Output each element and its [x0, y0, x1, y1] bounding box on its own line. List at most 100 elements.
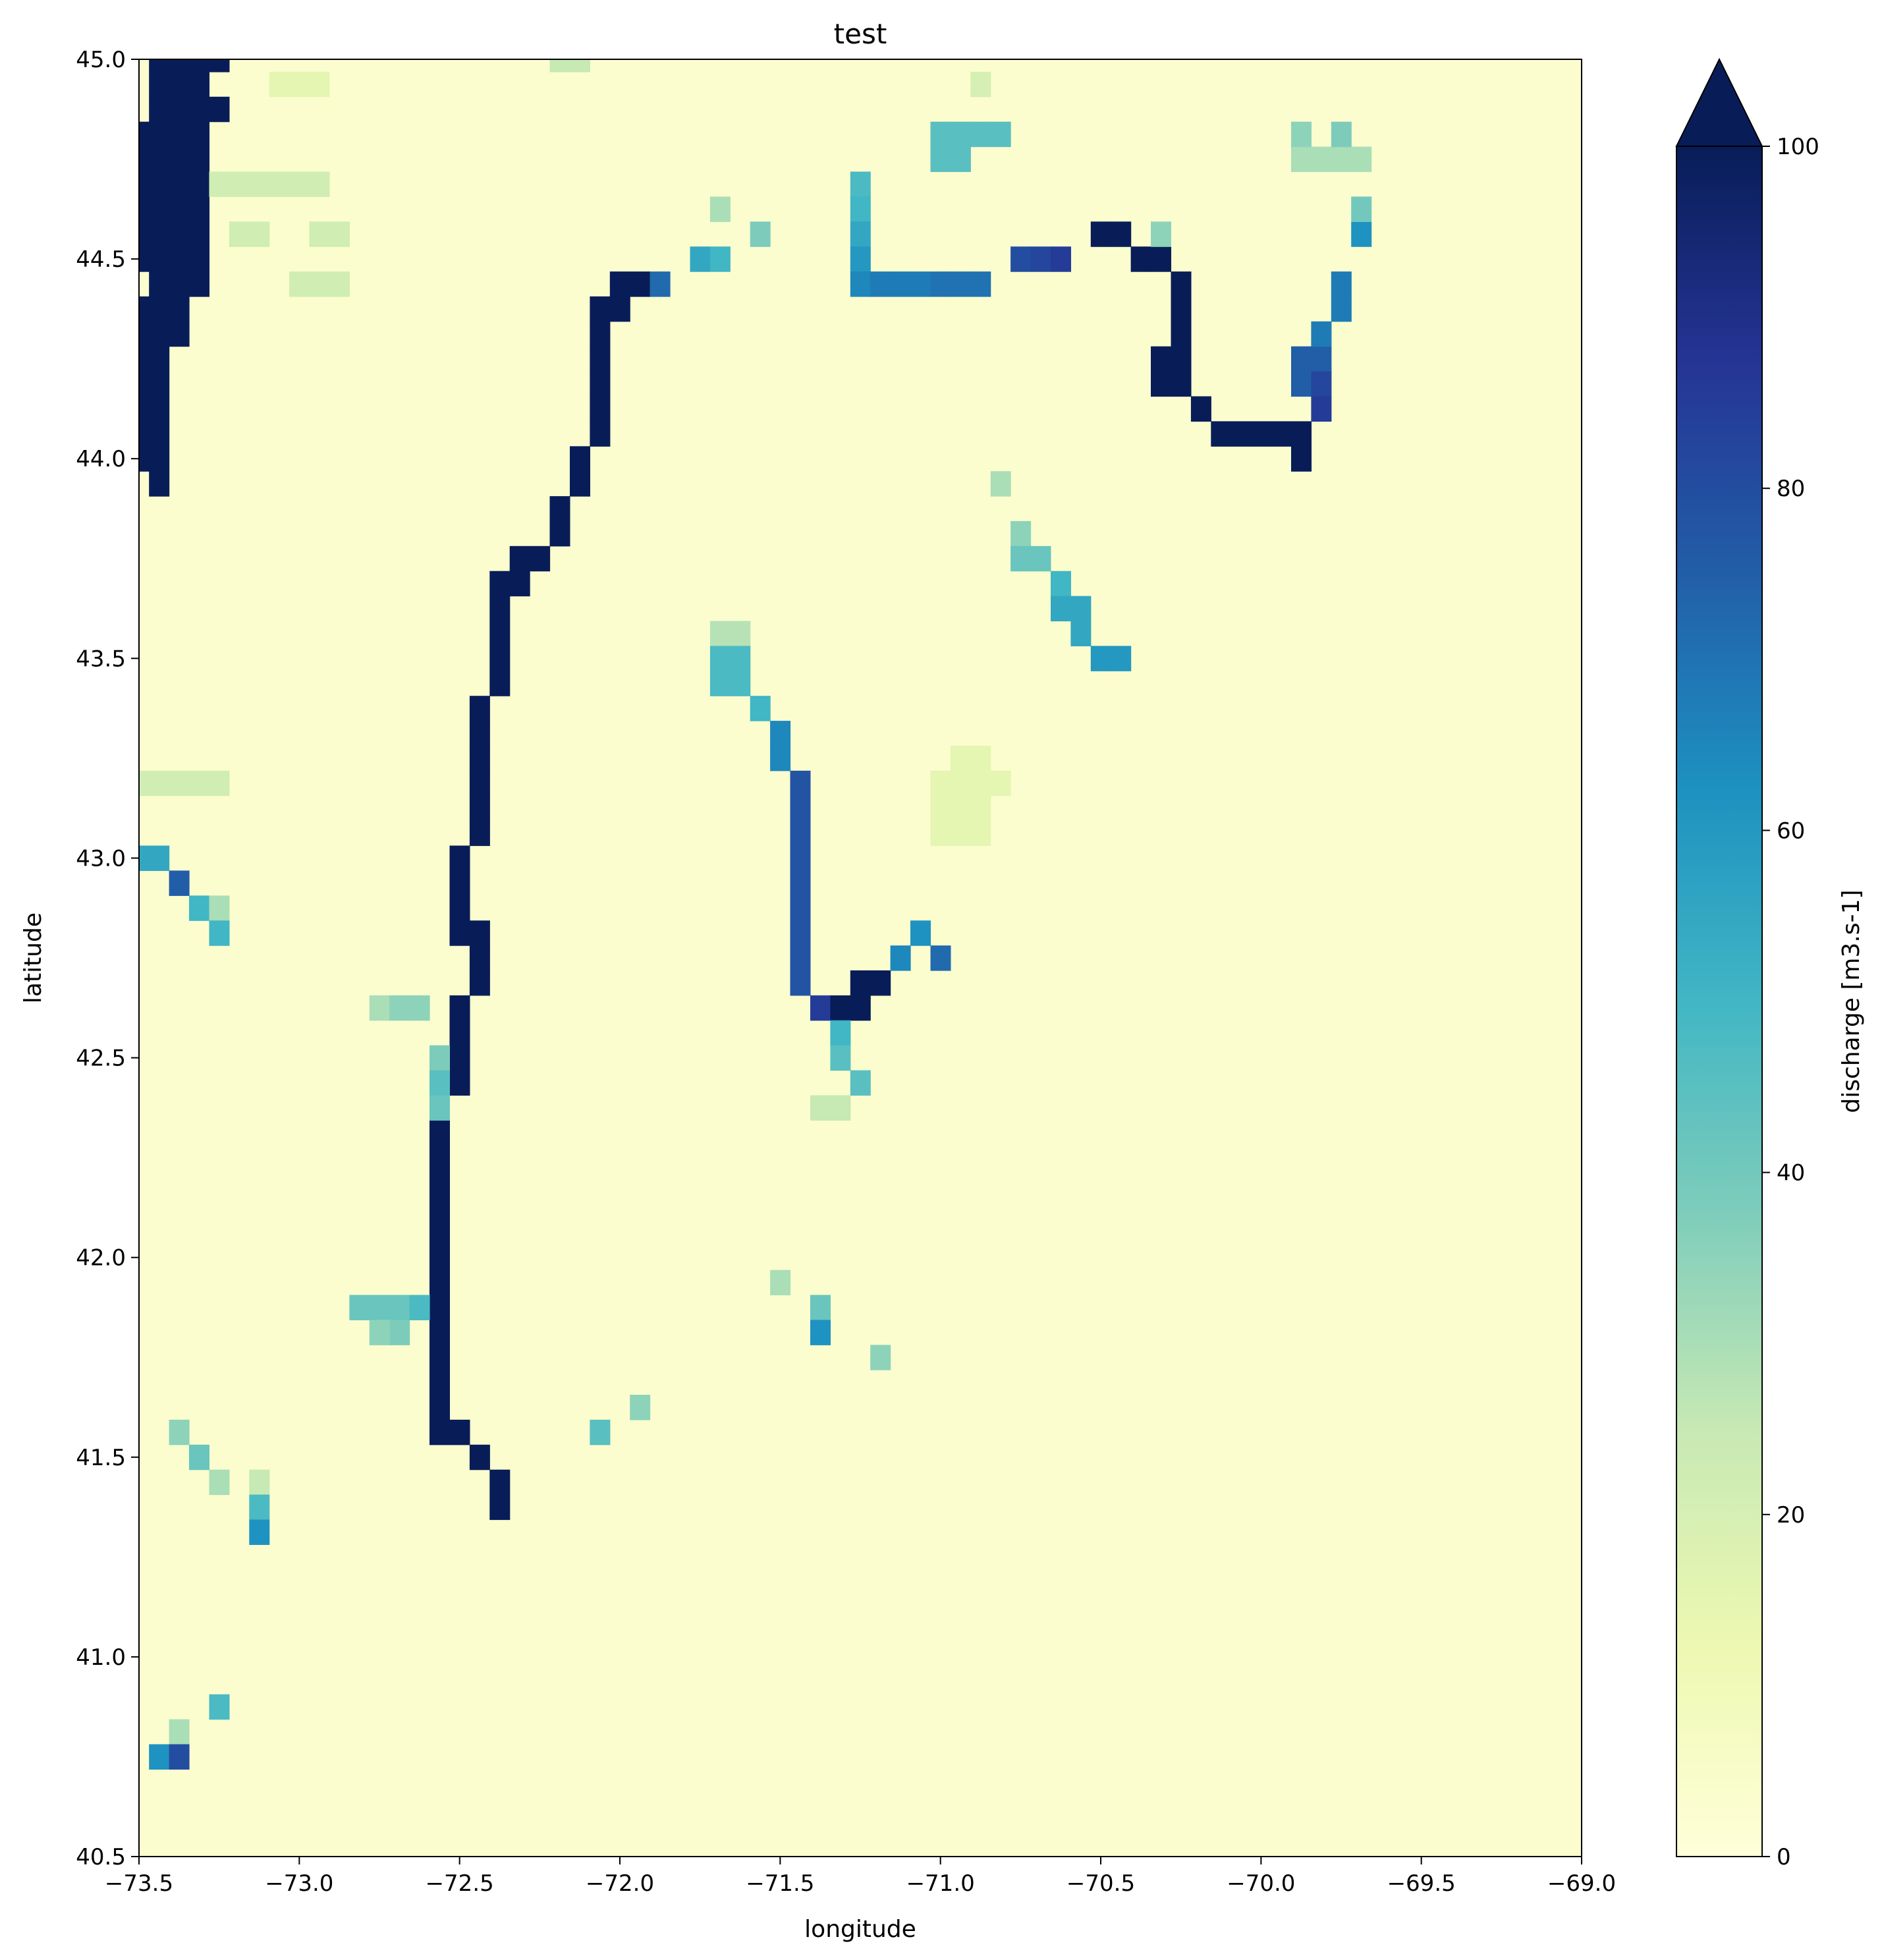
x-tick-label: −70.0 — [1227, 1870, 1295, 1897]
heatmap-cell — [169, 271, 190, 297]
heatmap-cell — [449, 895, 470, 921]
heatmap-cell — [189, 271, 209, 297]
heatmap-cell — [169, 171, 190, 197]
heatmap-cell — [1090, 646, 1111, 671]
heatmap-cell — [249, 221, 270, 247]
heatmap-cell — [429, 1120, 450, 1146]
heatmap-cell — [1111, 646, 1132, 671]
heatmap-cell — [429, 1345, 450, 1370]
heatmap-cell — [169, 1419, 190, 1445]
heatmap-cell — [149, 845, 170, 871]
heatmap-cell — [469, 970, 490, 996]
heatmap-cell — [850, 970, 871, 996]
heatmap-cell — [209, 171, 230, 197]
heatmap-cell — [770, 721, 791, 746]
heatmap-cell — [409, 995, 430, 1021]
heatmap-cell — [970, 795, 991, 822]
heatmap-cell — [249, 171, 270, 197]
heatmap-cell — [830, 995, 851, 1021]
x-tick-label: −71.5 — [746, 1870, 814, 1897]
heatmap-cell — [189, 121, 209, 148]
heatmap-cell — [429, 1045, 450, 1071]
y-axis-ticks: 40.5 41.0 41.5 42.0 42.5 43.0 43.5 44.0 44.5 45.0 — [76, 47, 139, 1870]
heatmap-cell — [509, 546, 530, 572]
y-tick-label: 45.0 — [76, 47, 126, 73]
heatmap-cell — [149, 421, 170, 447]
heatmap-cell — [810, 1095, 831, 1121]
heatmap-cell — [850, 271, 871, 297]
heatmap-cell — [169, 246, 190, 272]
heatmap-cell — [139, 396, 150, 422]
heatmap-cell — [709, 196, 731, 222]
heatmap-cell — [1051, 596, 1071, 622]
heatmap-cell — [770, 745, 791, 771]
heatmap-cell — [489, 596, 511, 622]
heatmap-cell — [189, 221, 209, 247]
heatmap-cell — [149, 770, 170, 797]
heatmap-cell — [1171, 271, 1192, 297]
y-tick-label: 42.5 — [76, 1046, 126, 1072]
heatmap-cell — [790, 845, 811, 871]
heatmap-cell — [930, 795, 951, 822]
heatmap-cell — [950, 121, 971, 148]
heatmap-cell — [139, 321, 150, 347]
heatmap-cell — [269, 171, 290, 197]
heatmap-cell — [269, 71, 290, 98]
heatmap-cell — [790, 895, 811, 921]
heatmap-cell — [1010, 546, 1032, 572]
heatmap-cell — [1030, 546, 1051, 572]
heatmap-cell — [1070, 596, 1092, 622]
heatmap-cell — [369, 995, 390, 1021]
heatmap-cell — [429, 1270, 450, 1296]
plot-frame — [138, 59, 1582, 1857]
heatmap-cell — [1291, 121, 1312, 148]
heatmap-cell — [469, 945, 490, 971]
heatmap-cell — [590, 1419, 611, 1445]
heatmap-cell — [970, 820, 991, 847]
x-tick-label: −69.5 — [1387, 1870, 1456, 1897]
heatmap-cell — [169, 1719, 190, 1745]
heatmap-cell — [790, 945, 811, 971]
heatmap-cell — [1070, 621, 1092, 646]
heatmap-cell — [1030, 246, 1051, 272]
heatmap-cell — [189, 1444, 209, 1470]
heatmap-cell — [489, 1494, 511, 1521]
heatmap-cell — [209, 96, 230, 123]
heatmap-cell — [149, 171, 170, 197]
heatmap-cell — [930, 271, 951, 297]
heatmap-cell — [590, 296, 611, 322]
heatmap-cell — [1151, 371, 1171, 397]
heatmap-cell — [890, 945, 911, 971]
heatmap-cell — [790, 920, 811, 946]
heatmap-cell — [730, 646, 751, 671]
heatmap-cell — [309, 171, 330, 197]
heatmap-cell — [950, 146, 971, 173]
heatmap-cell — [910, 271, 931, 297]
x-axis-ticks: −73.5 −73.0 −72.5 −72.0 −71.5 −71.0 −70.5 −70.0… — [105, 1857, 1616, 1897]
heatmap-cell — [469, 721, 490, 746]
heatmap-cell — [709, 621, 731, 646]
heatmap-cell — [1211, 421, 1232, 447]
heatmap-cell — [730, 671, 751, 696]
heatmap-cell — [1171, 321, 1192, 347]
heatmap-cell — [1291, 371, 1312, 397]
heatmap-cell — [429, 1194, 450, 1221]
heatmap-cell — [910, 920, 931, 946]
heatmap-cell — [149, 59, 170, 72]
heatmap-cell — [429, 1070, 450, 1096]
heatmap-cell — [1291, 146, 1312, 173]
heatmap-cell — [1151, 346, 1171, 372]
heatmap-cell — [750, 221, 771, 247]
heatmap-cell — [609, 296, 630, 322]
heatmap-cell — [149, 71, 170, 98]
heatmap-cell — [149, 321, 170, 347]
heatmap-cell — [329, 271, 350, 297]
colorbar-tick-label: 100 — [1777, 134, 1819, 160]
heatmap-cell — [449, 1020, 470, 1046]
y-tick-label: 41.0 — [76, 1644, 126, 1671]
heatmap-cell — [139, 121, 150, 148]
heatmap-cell — [139, 221, 150, 247]
heatmap-cell — [149, 146, 170, 173]
heatmap-cell — [930, 146, 951, 173]
y-tick-label: 44.5 — [76, 246, 126, 273]
